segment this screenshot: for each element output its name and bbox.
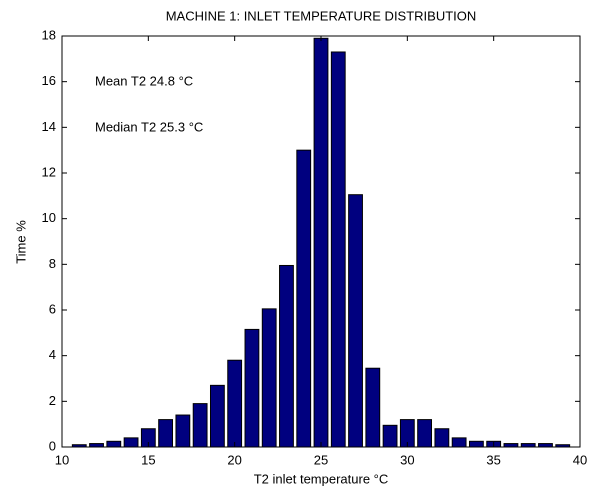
x-tick-label: 20 [227,452,241,467]
bar [158,419,174,448]
y-tick-label: 8 [49,256,56,271]
chart-title: MACHINE 1: INLET TEMPERATURE DISTRIBUTIO… [166,8,477,23]
bar [348,194,363,448]
bar [192,403,208,448]
x-tick-label: 10 [55,452,69,467]
bar [244,328,260,448]
bar [279,264,294,448]
bar [417,419,433,448]
y-tick-label: 12 [42,164,56,179]
bar [209,384,225,448]
y-tick-label: 6 [49,301,56,316]
y-tick-label: 10 [42,210,56,225]
y-tick-label: 0 [49,438,56,453]
bar [123,437,139,448]
bar [261,308,277,448]
x-tick-label: 30 [400,452,414,467]
bar [106,440,122,448]
bar [227,359,243,448]
y-tick-label: 16 [42,73,56,88]
x-axis-label: T2 inlet temperature °C [254,471,389,486]
bar [520,443,536,448]
y-tick-label: 2 [49,393,56,408]
bar [451,437,467,448]
bar [365,367,381,448]
bar [313,37,329,448]
x-tick-label: 40 [573,452,587,467]
x-tick-label: 15 [141,452,155,467]
x-tick-label: 25 [314,452,328,467]
bar [296,149,312,448]
bar [330,51,346,448]
x-tick-label: 35 [486,452,500,467]
bar [538,443,553,448]
y-tick-label: 14 [42,119,56,134]
bar [468,440,484,448]
y-axis-label: Time % [13,220,28,264]
bar [503,443,519,448]
y-tick-label: 4 [49,347,56,362]
bar [89,443,104,448]
bar [175,414,191,448]
annotation: Median T2 25.3 °C [95,119,203,134]
bar [382,424,398,448]
annotation: Mean T2 24.8 °C [95,73,193,88]
bar [434,428,450,448]
y-tick-label: 18 [42,27,56,42]
